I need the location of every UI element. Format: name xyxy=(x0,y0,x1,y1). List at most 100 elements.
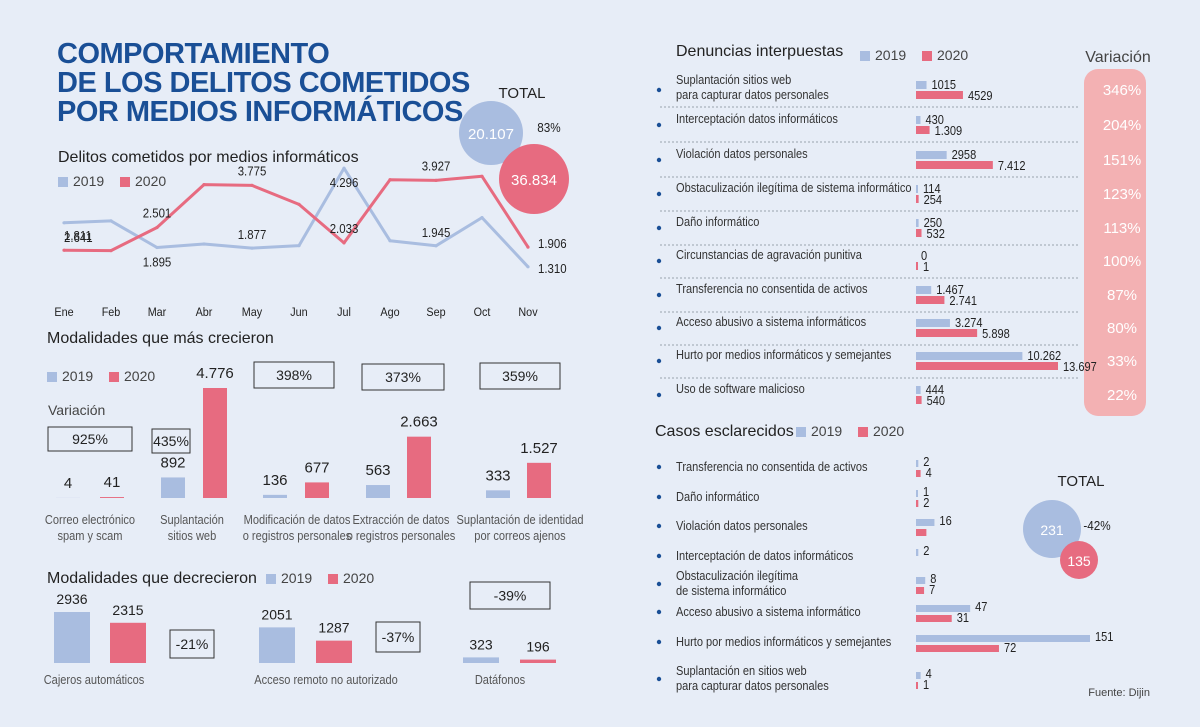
line-label-2019: 1.877 xyxy=(238,227,267,242)
decline-bar-2019 xyxy=(54,612,90,663)
casos-total-label: TOTAL xyxy=(1058,473,1105,490)
denuncias-value-2020: 532 xyxy=(927,226,946,241)
decline-legend-swatch-2019 xyxy=(266,574,276,584)
casos-row-label: para capturar datos personales xyxy=(676,678,829,693)
decline-category: Cajeros automáticos xyxy=(44,672,145,687)
line-2020-point xyxy=(155,225,159,230)
denuncias-bar-2019 xyxy=(916,286,932,294)
denuncias-row-label: Uso de software malicioso xyxy=(676,381,805,396)
denuncias-bar-2019 xyxy=(916,116,921,124)
denuncias-bullet xyxy=(656,87,662,93)
growth-bar-2019 xyxy=(486,490,510,498)
denuncias-row-label: Transferencia no consentida de activos xyxy=(676,281,868,296)
casos-bar-2020 xyxy=(916,587,925,594)
variation-band xyxy=(1084,69,1146,416)
decline-value-2019: 2051 xyxy=(261,606,292,622)
casos-legend-swatch-2019 xyxy=(796,427,806,437)
growth-variation: 435% xyxy=(153,433,189,449)
line-legend-label-2020: 2020 xyxy=(135,173,166,189)
casos-row-label: Interceptación de datos informáticos xyxy=(676,548,853,563)
denuncias-bullet xyxy=(656,325,662,331)
growth-variation-box xyxy=(47,426,133,452)
growth-value-2019: 136 xyxy=(262,472,287,489)
casos-value-2020: 31 xyxy=(957,610,970,625)
denuncias-variation: 33% xyxy=(1107,353,1137,370)
line-x-tick: Nov xyxy=(518,307,537,320)
decline-value-2019: 2936 xyxy=(56,591,87,607)
decline-variation: -37% xyxy=(382,629,415,645)
growth-variation: 359% xyxy=(502,368,538,384)
casos-value-2020: 72 xyxy=(1004,640,1017,655)
main-title-line: DE LOS DELITOS COMETIDOS xyxy=(57,67,470,99)
casos-bar-2020 xyxy=(916,500,919,507)
denuncias-bar-2019 xyxy=(916,352,1023,360)
denuncias-bullet xyxy=(656,258,662,264)
line-x-tick: Ago xyxy=(380,307,399,320)
main-title: COMPORTAMIENTO DE LOS DELITOS COMETIDOS … xyxy=(57,40,470,127)
denuncias-value-2020: 254 xyxy=(924,192,943,207)
casos-bar-2020 xyxy=(916,682,918,689)
decline-value-2020: 196 xyxy=(526,639,550,655)
denuncias-row-label: Daño informático xyxy=(676,214,760,229)
casos-row-label: Acceso abusivo a sistema informático xyxy=(676,604,861,619)
line-2020-point xyxy=(526,245,530,249)
line-2019-point xyxy=(62,221,66,225)
casos-value-2019: 151 xyxy=(1095,629,1114,644)
casos-row-label: de sistema informático xyxy=(676,583,787,598)
line-2019-point xyxy=(202,242,206,246)
decline-title: Modalidades que decrecieron xyxy=(47,570,257,587)
line-2019-point xyxy=(434,244,438,248)
line-label-2020: 1.811 xyxy=(64,229,92,244)
casos-bar-2019 xyxy=(916,549,919,556)
line-2019-point xyxy=(342,166,346,170)
growth-category: Suplantación de identidad xyxy=(457,512,584,527)
line-2019-point xyxy=(155,245,159,250)
total-value-2020: 36.834 xyxy=(511,172,557,189)
line-2020-point xyxy=(480,174,484,178)
line-label-2020: 2.501 xyxy=(143,206,172,221)
main-title-line: COMPORTAMIENTO xyxy=(57,38,330,70)
denuncias-value-2020: 4529 xyxy=(968,88,993,103)
line-label-2020: 2.033 xyxy=(330,221,359,236)
decline-bar-2020 xyxy=(316,640,352,663)
line-2020-point xyxy=(297,202,301,206)
growth-variation-box xyxy=(361,363,445,391)
denuncias-value-2019: 1.467 xyxy=(936,282,964,297)
denuncias-bar-2020 xyxy=(916,329,978,337)
growth-category: o registros personales xyxy=(347,528,456,543)
growth-bar-2020 xyxy=(527,462,551,498)
denuncias-bar-2019 xyxy=(916,185,918,193)
decline-value-2019: 323 xyxy=(469,636,493,652)
denuncias-bullet xyxy=(656,358,662,364)
casos-title: Casos esclarecidos xyxy=(655,423,794,440)
decline-bar-2019 xyxy=(463,657,499,663)
line-label-2019: 2.641 xyxy=(64,230,93,245)
denuncias-legend-swatch-2019 xyxy=(860,51,870,61)
denuncias-value-2020: 5.898 xyxy=(982,326,1010,341)
casos-row-label: Hurto por medios informáticos y semejant… xyxy=(676,634,891,649)
growth-value-2020: 2.663 xyxy=(400,414,438,431)
main-title-line: POR MEDIOS INFORMÁTICOS xyxy=(57,96,463,128)
growth-value-2020: 4.776 xyxy=(196,365,234,382)
casos-total-bubble-2020 xyxy=(1060,541,1098,579)
denuncias-bullet xyxy=(656,122,662,128)
casos-row-label: Violación datos personales xyxy=(676,518,808,533)
casos-value-2020: 7 xyxy=(929,582,935,597)
line-2019-point xyxy=(109,219,113,223)
casos-value-2019: 2 xyxy=(923,454,929,469)
line-label-2019: 1.945 xyxy=(422,225,451,240)
denuncias-value-2019: 114 xyxy=(923,181,941,196)
growth-title: Modalidades que más crecieron xyxy=(47,330,274,347)
denuncias-bullet xyxy=(656,292,662,298)
denuncias-row-label: para capturar datos personales xyxy=(676,87,829,102)
denuncias-bar-2019 xyxy=(916,319,950,327)
denuncias-bar-2020 xyxy=(916,91,963,99)
line-2020-point xyxy=(109,249,113,253)
denuncias-row-label: Acceso abusivo a sistema informáticos xyxy=(676,314,866,329)
line-2020-point xyxy=(202,183,206,187)
line-2020 xyxy=(63,174,530,253)
line-2020-point xyxy=(434,178,438,182)
line-chart-title: Delitos cometidos por medios informático… xyxy=(58,149,359,166)
growth-bar-2020 xyxy=(203,388,227,498)
denuncias-bar-2020 xyxy=(916,262,918,270)
